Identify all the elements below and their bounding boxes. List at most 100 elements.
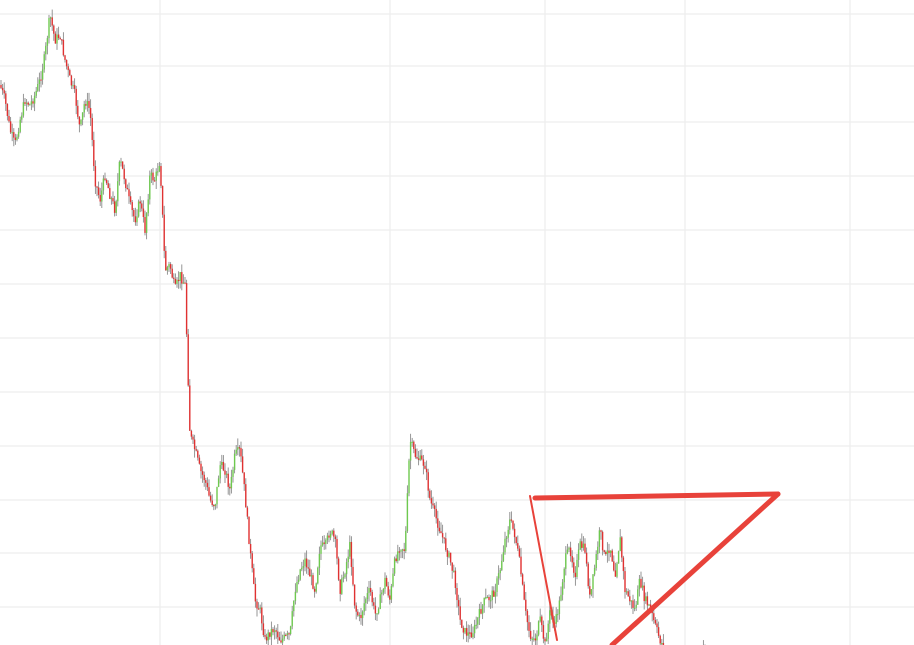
candle-body-246: [393, 558, 396, 574]
candle-body-286: [457, 600, 460, 607]
candle-body-396: [633, 607, 636, 609]
candle-body-285: [456, 587, 458, 601]
candle-body-311: [497, 573, 500, 579]
candle-body-81: [129, 196, 132, 203]
candle-body-358: [573, 562, 575, 573]
candle-body-164: [262, 623, 265, 636]
candle-body-45: [72, 85, 74, 87]
candle-body-357: [571, 556, 573, 563]
candle-body-123: [197, 450, 199, 458]
candle-body-178: [285, 634, 287, 637]
candle-body-135: [216, 486, 218, 505]
candle-body-91: [145, 213, 148, 233]
candle-body-327: [523, 584, 525, 600]
candle-body-124: [198, 457, 201, 464]
candle-body-182: [291, 611, 293, 627]
candle-body-296: [473, 625, 476, 634]
candle-body-143: [229, 486, 231, 489]
candle-body-365: [584, 543, 586, 553]
candle-body-361: [577, 549, 580, 560]
candle-body-208: [333, 530, 335, 537]
candle-body-328: [525, 599, 527, 611]
candle-body-397: [635, 604, 637, 608]
candle-body-253: [405, 530, 407, 551]
trendline-0[interactable]: [532, 491, 781, 501]
candle-body-1: [1, 87, 4, 91]
candle-body-338: [541, 616, 543, 626]
candle-body-282: [451, 562, 453, 571]
candle-body-319: [510, 519, 513, 521]
candle-body-33: [53, 25, 55, 34]
candle-body-273: [437, 518, 439, 528]
candle-body-360: [576, 559, 578, 577]
candle-body-15: [24, 102, 26, 104]
candle-body-148: [237, 447, 239, 450]
candle-body-7: [11, 132, 13, 134]
candle-body-29: [46, 38, 49, 46]
candle-body-199: [318, 553, 321, 568]
candle-body-225: [360, 614, 362, 619]
candle-body-381: [609, 550, 612, 553]
candle-body-129: [206, 482, 209, 488]
candle-body-388: [621, 537, 623, 558]
candle-body-408: [653, 613, 655, 621]
candle-body-155: [248, 516, 250, 544]
candle-body-216: [345, 562, 348, 575]
candle-body-399: [638, 578, 641, 590]
candle-body-63: [101, 190, 103, 202]
candle-body-158: [253, 568, 255, 584]
candle-body-37: [59, 38, 61, 40]
candle-body-171: [273, 630, 276, 633]
candle-body-163: [261, 607, 263, 624]
candle-body-30: [48, 18, 50, 39]
candle-body-68: [109, 188, 111, 199]
candle-body-72: [115, 201, 117, 213]
candle-body-122: [195, 449, 197, 451]
candle-body-126: [201, 471, 204, 475]
trendline-1[interactable]: [609, 491, 781, 645]
candle-body-85: [136, 216, 138, 223]
candle-body-288: [461, 619, 463, 628]
candle-body-166: [265, 636, 268, 641]
candle-body-121: [193, 439, 196, 450]
candle-body-177: [283, 634, 285, 639]
candle-body-221: [353, 584, 356, 606]
candle-body-265: [424, 465, 426, 469]
candle-body-8: [13, 132, 15, 138]
candle-body-193: [309, 568, 311, 577]
candle-body-51: [81, 112, 84, 120]
trendline-2[interactable]: [529, 495, 558, 641]
candle-body-226: [361, 611, 364, 619]
candle-body-349: [558, 600, 561, 614]
candle-body-392: [627, 591, 629, 597]
candle-body-203: [325, 540, 327, 544]
candle-body-187: [299, 569, 301, 580]
candle-body-147: [235, 449, 237, 454]
candle-body-302: [483, 597, 485, 606]
candle-body-385: [616, 563, 618, 577]
drawing-tools[interactable]: [529, 491, 781, 645]
candle-body-272: [435, 508, 437, 519]
candle-body-86: [137, 201, 140, 217]
candle-body-118: [189, 385, 191, 431]
candle-body-290: [464, 628, 466, 633]
candle-body-295: [472, 633, 474, 638]
candle-body-175: [280, 640, 282, 643]
candle-body-239: [382, 588, 385, 593]
candle-body-64: [102, 178, 105, 191]
candle-body-204: [326, 535, 329, 541]
candle-body-117: [187, 334, 189, 386]
candle-body-104: [166, 267, 169, 271]
candle-body-196: [313, 588, 316, 592]
candle-body-228: [365, 599, 367, 604]
candle-body-88: [141, 203, 143, 209]
candle-body-202: [323, 542, 325, 544]
candle-body-277: [443, 537, 445, 539]
candle-body-32: [51, 17, 53, 26]
candle-body-255: [408, 460, 410, 494]
candle-body-41: [65, 59, 68, 67]
candle-body-316: [505, 537, 508, 539]
candle-body-343: [549, 610, 551, 624]
